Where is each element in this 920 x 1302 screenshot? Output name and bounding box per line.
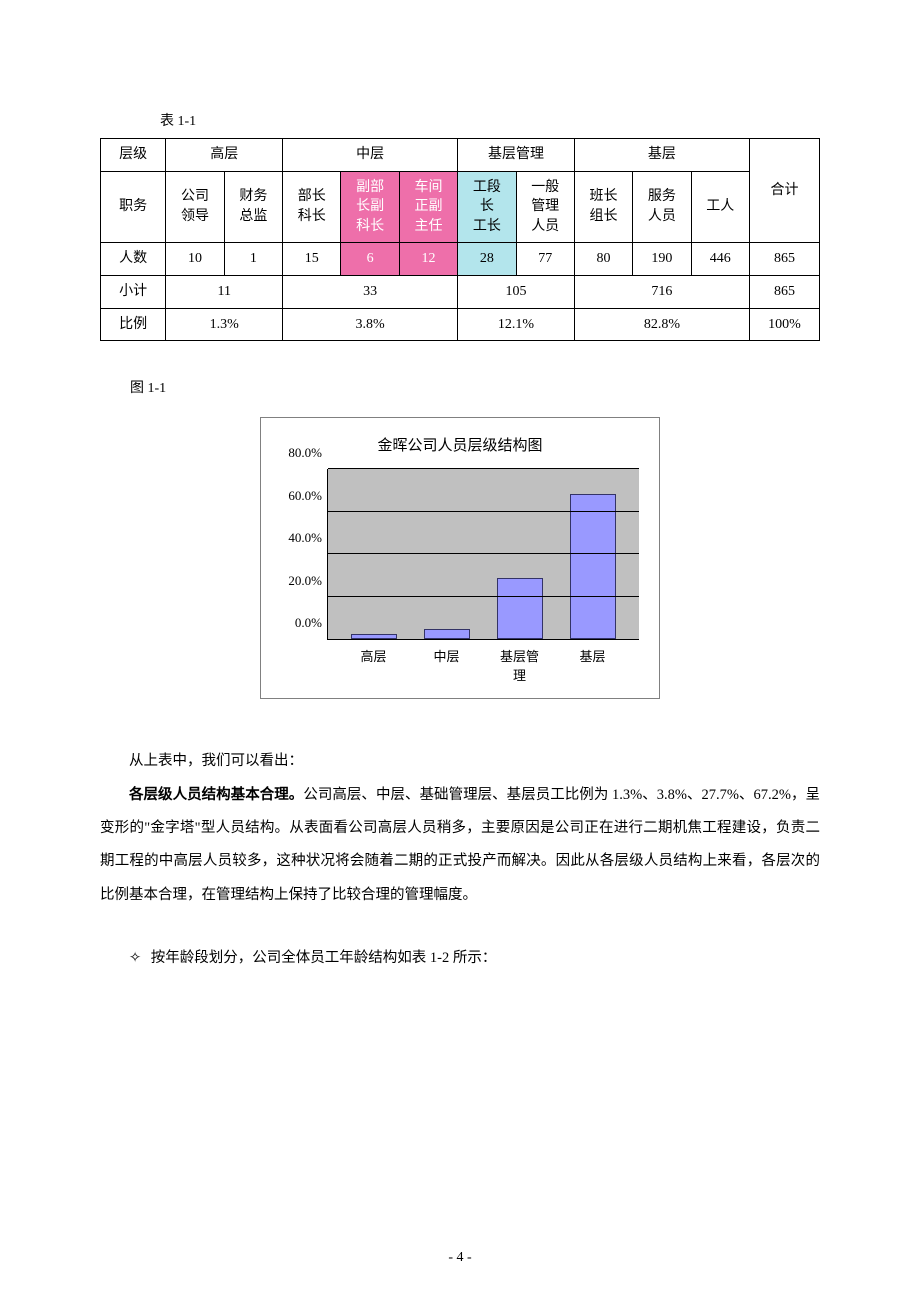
para-intro: 从上表中，我们可以看出：	[100, 745, 820, 778]
chart-bar-slot	[569, 469, 617, 639]
cell-position: 工段长工长	[458, 171, 516, 243]
cell-total-label: 合计	[749, 139, 819, 243]
chart-gridline	[328, 553, 639, 554]
chart-gridline	[328, 511, 639, 512]
chart-container: 金晖公司人员层级结构图 0.0%20.0%40.0%60.0%80.0% 高层中…	[100, 417, 820, 699]
chart-plot-area: 0.0%20.0%40.0%60.0%80.0%	[327, 469, 639, 640]
cell-position: 工人	[691, 171, 749, 243]
para-main-bold: 各层级人员结构基本合理。	[129, 787, 303, 803]
cell-value: 6	[341, 243, 399, 276]
cell-value: 10	[166, 243, 224, 276]
cell-total: 865	[749, 275, 819, 308]
cell-value: 77	[516, 243, 574, 276]
chart-xlabel: 基层管理	[496, 646, 544, 684]
chart-bars	[328, 469, 639, 639]
page: 表 1-1 层级 高层 中层 基层管理 基层 合计 职务 公司领导 财务总监 部…	[0, 0, 920, 1302]
cell-position: 财务总监	[224, 171, 282, 243]
cell-ratio: 12.1%	[458, 308, 575, 341]
chart-ytick: 80.0%	[272, 445, 322, 461]
chart-gridline	[328, 468, 639, 469]
cell-position: 一般管理人员	[516, 171, 574, 243]
cell-value: 446	[691, 243, 749, 276]
chart-box: 金晖公司人员层级结构图 0.0%20.0%40.0%60.0%80.0% 高层中…	[260, 417, 660, 699]
chart-bar	[424, 629, 470, 639]
bullet-text: 按年龄段划分，公司全体员工年龄结构如表 1-2 所示：	[151, 950, 497, 966]
cell-position: 班长组长	[574, 171, 632, 243]
chart-xlabel: 中层	[423, 646, 471, 684]
cell-group: 基层	[574, 139, 749, 172]
cell-position: 部长科长	[283, 171, 341, 243]
cell-group: 基层管理	[458, 139, 575, 172]
cell-subtotal: 33	[283, 275, 458, 308]
chart-ytick: 20.0%	[272, 573, 322, 589]
chart-x-labels: 高层中层基层管理基层	[327, 640, 639, 684]
chart-bar	[570, 494, 616, 639]
table-ratio-row: 比例 1.3% 3.8% 12.1% 82.8% 100%	[101, 308, 820, 341]
bullet-line: ✧按年龄段划分，公司全体员工年龄结构如表 1-2 所示：	[100, 942, 820, 975]
page-number: - 4 -	[0, 1250, 920, 1266]
cell-ratio: 3.8%	[283, 308, 458, 341]
cell-value: 28	[458, 243, 516, 276]
cell-group: 中层	[283, 139, 458, 172]
table-count-row: 人数 10 1 15 6 12 28 77 80 190 446 865	[101, 243, 820, 276]
diamond-icon: ✧	[129, 942, 151, 975]
cell-position: 车间正副主任	[399, 171, 457, 243]
figure-caption: 图 1-1	[130, 377, 820, 397]
cell-position: 公司领导	[166, 171, 224, 243]
personnel-table: 层级 高层 中层 基层管理 基层 合计 职务 公司领导 财务总监 部长科长 副部…	[100, 138, 820, 341]
body-text: 从上表中，我们可以看出： 各层级人员结构基本合理。公司高层、中层、基础管理层、基…	[100, 745, 820, 912]
cell-total: 100%	[749, 308, 819, 341]
chart-xlabel: 高层	[350, 646, 398, 684]
cell-value: 1	[224, 243, 282, 276]
cell-position: 副部长副科长	[341, 171, 399, 243]
cell-subtotal: 11	[166, 275, 283, 308]
chart-gridline	[328, 596, 639, 597]
table-subtotal-row: 小计 11 33 105 716 865	[101, 275, 820, 308]
table-position-row: 职务 公司领导 财务总监 部长科长 副部长副科长 车间正副主任 工段长工长 一般…	[101, 171, 820, 243]
table-header-row: 层级 高层 中层 基层管理 基层 合计	[101, 139, 820, 172]
chart-ytick: 0.0%	[272, 615, 322, 631]
para-main: 各层级人员结构基本合理。公司高层、中层、基础管理层、基层员工比例为 1.3%、3…	[100, 779, 820, 912]
cell-subtotal-label: 小计	[101, 275, 166, 308]
cell-level-label: 层级	[101, 139, 166, 172]
chart-bar	[497, 578, 543, 639]
cell-ratio: 82.8%	[574, 308, 749, 341]
cell-group: 高层	[166, 139, 283, 172]
chart-title: 金晖公司人员层级结构图	[271, 434, 649, 455]
cell-position: 服务人员	[633, 171, 691, 243]
cell-subtotal: 105	[458, 275, 575, 308]
cell-ratio-label: 比例	[101, 308, 166, 341]
cell-subtotal: 716	[574, 275, 749, 308]
chart-xlabel: 基层	[569, 646, 617, 684]
chart-ytick: 40.0%	[272, 530, 322, 546]
chart-bar-slot	[496, 469, 544, 639]
chart-ytick: 60.0%	[272, 488, 322, 504]
chart-bar	[351, 634, 397, 639]
cell-total: 865	[749, 243, 819, 276]
chart-bar-slot	[350, 469, 398, 639]
cell-value: 12	[399, 243, 457, 276]
cell-ratio: 1.3%	[166, 308, 283, 341]
cell-position-label: 职务	[101, 171, 166, 243]
para-main-rest: 公司高层、中层、基础管理层、基层员工比例为 1.3%、3.8%、27.7%、67…	[100, 787, 820, 903]
table-caption: 表 1-1	[160, 110, 820, 130]
cell-value: 15	[283, 243, 341, 276]
cell-value: 80	[574, 243, 632, 276]
chart-bar-slot	[423, 469, 471, 639]
cell-value: 190	[633, 243, 691, 276]
cell-count-label: 人数	[101, 243, 166, 276]
